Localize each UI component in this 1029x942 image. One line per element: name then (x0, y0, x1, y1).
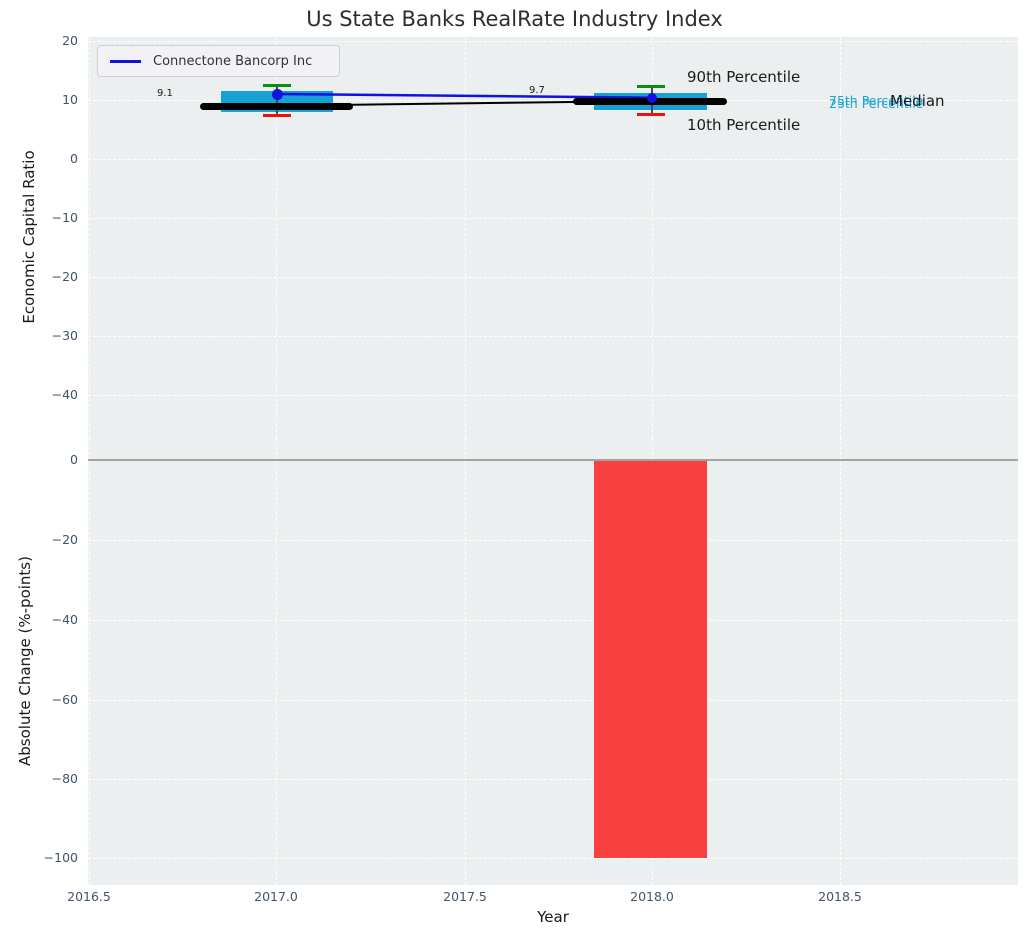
y-tick-label: −20 (51, 269, 78, 284)
median-value-2017: 9.1 (157, 88, 173, 99)
top-plot-area: 9.1 9.7 90th Percentile 10th Percentile … (88, 37, 1018, 437)
y-tick-label: −60 (51, 692, 78, 707)
gridline (652, 37, 653, 437)
median-value-2018: 9.7 (529, 85, 545, 96)
negative-change-bar-2018 (594, 460, 707, 858)
company-point-2018 (647, 92, 657, 103)
gridline (88, 620, 1018, 621)
gridline (840, 37, 841, 437)
top-y-axis-label: Economic Capital Ratio (20, 150, 38, 324)
x-axis-label: Year (537, 908, 569, 926)
gridline (88, 218, 1018, 219)
x-tick-label: 2016.5 (67, 889, 111, 904)
x-tick-label: 2018.0 (630, 889, 674, 904)
gridline (89, 37, 90, 437)
y-tick-label: −100 (43, 850, 78, 865)
gridline (88, 779, 1018, 780)
y-tick-label: −40 (51, 387, 78, 402)
gridline (88, 858, 1018, 859)
gridline (276, 37, 277, 437)
company-point-2017 (271, 88, 283, 100)
gridline (88, 700, 1018, 701)
y-tick-label: 0 (70, 452, 78, 467)
y-tick-label: 20 (62, 33, 78, 48)
x-tick-label: 2017.0 (254, 889, 298, 904)
x-tick-label: 2018.5 (818, 889, 862, 904)
bottom-plot-area (88, 437, 1018, 885)
gridline (89, 437, 90, 885)
median-label: Median (890, 92, 945, 110)
75th-percentile-label: 75th Percentile (829, 93, 924, 108)
90th-percentile-label: 90th Percentile (687, 68, 801, 86)
y-tick-label: 10 (62, 92, 78, 107)
gridline (88, 540, 1018, 541)
y-tick-label: −20 (51, 532, 78, 547)
chart-title: Us State Banks RealRate Industry Index (306, 7, 723, 31)
boxplot-90th-cap-2017 (263, 84, 291, 87)
boxplot-whisker-2017 (276, 85, 278, 116)
x-tick-label: 2017.5 (443, 889, 487, 904)
gridline (88, 395, 1018, 396)
legend-line-swatch (110, 59, 141, 63)
gridline (276, 437, 277, 885)
boxplot-10th-cap-2017 (263, 114, 291, 117)
median-segment-2017 (200, 102, 353, 110)
legend-series-label: Connectone Bancorp Inc (153, 53, 313, 69)
legend: Connectone Bancorp Inc (97, 45, 340, 77)
gridline (840, 437, 841, 885)
10th-percentile-label: 10th Percentile (687, 116, 801, 134)
bottom-y-axis-label: Absolute Change (%-points) (16, 556, 34, 766)
zero-baseline (88, 458, 1018, 461)
y-tick-label: 0 (70, 151, 78, 166)
y-tick-label: −40 (51, 612, 78, 627)
boxplot-10th-cap-2018 (637, 113, 665, 116)
y-tick-label: −10 (51, 210, 78, 225)
gridline (465, 37, 466, 437)
boxplot-90th-cap-2018 (637, 85, 665, 88)
25th-percentile-label: 25th Percentile (829, 96, 924, 111)
gridline (88, 336, 1018, 337)
y-tick-label: −80 (51, 771, 78, 786)
gridline (465, 437, 466, 885)
y-tick-label: −30 (51, 328, 78, 343)
gridline (88, 41, 1018, 42)
gridline (88, 159, 1018, 160)
gridline (88, 277, 1018, 278)
